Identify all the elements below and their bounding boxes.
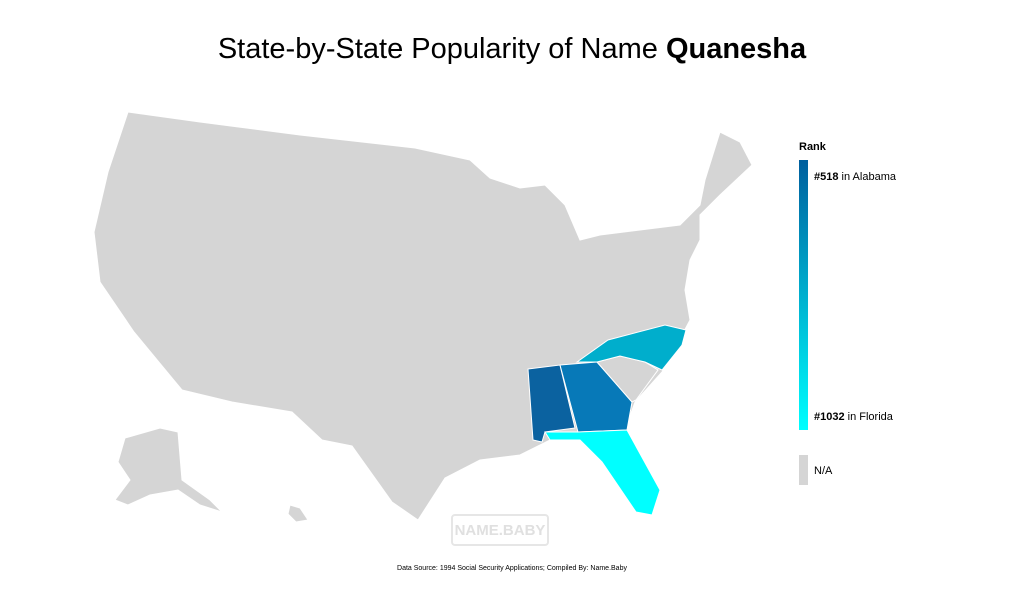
watermark-box — [451, 514, 549, 546]
watermark: NAME.BABY — [455, 522, 546, 539]
legend-top-place: in Alabama — [842, 171, 897, 183]
legend-na: N/A — [814, 465, 833, 477]
legend-bottom-rank: #1032 — [814, 411, 845, 423]
legend-title: Rank — [799, 141, 827, 153]
legend-gradient — [799, 160, 808, 430]
title: State-by-State Popularity of Name Quanes… — [218, 33, 807, 65]
state-highlight — [575, 324, 687, 371]
hawaii — [287, 504, 309, 523]
us-map — [93, 111, 753, 523]
footer: Data Source: 1994 Social Security Applic… — [397, 565, 627, 572]
title-name: Quanesha — [666, 33, 807, 65]
legend-bottom-place: in Florida — [848, 411, 894, 423]
state-highlight — [544, 429, 661, 516]
title-text: State-by-State Popularity of Name — [218, 33, 658, 65]
legend-top: #518 in Alabama — [814, 171, 897, 183]
alaska — [114, 427, 223, 513]
contiguous-us — [93, 111, 753, 521]
legend-top-rank: #518 — [814, 171, 838, 183]
legend-bottom: #1032 in Florida — [814, 411, 894, 423]
legend-na-swatch — [799, 455, 808, 485]
